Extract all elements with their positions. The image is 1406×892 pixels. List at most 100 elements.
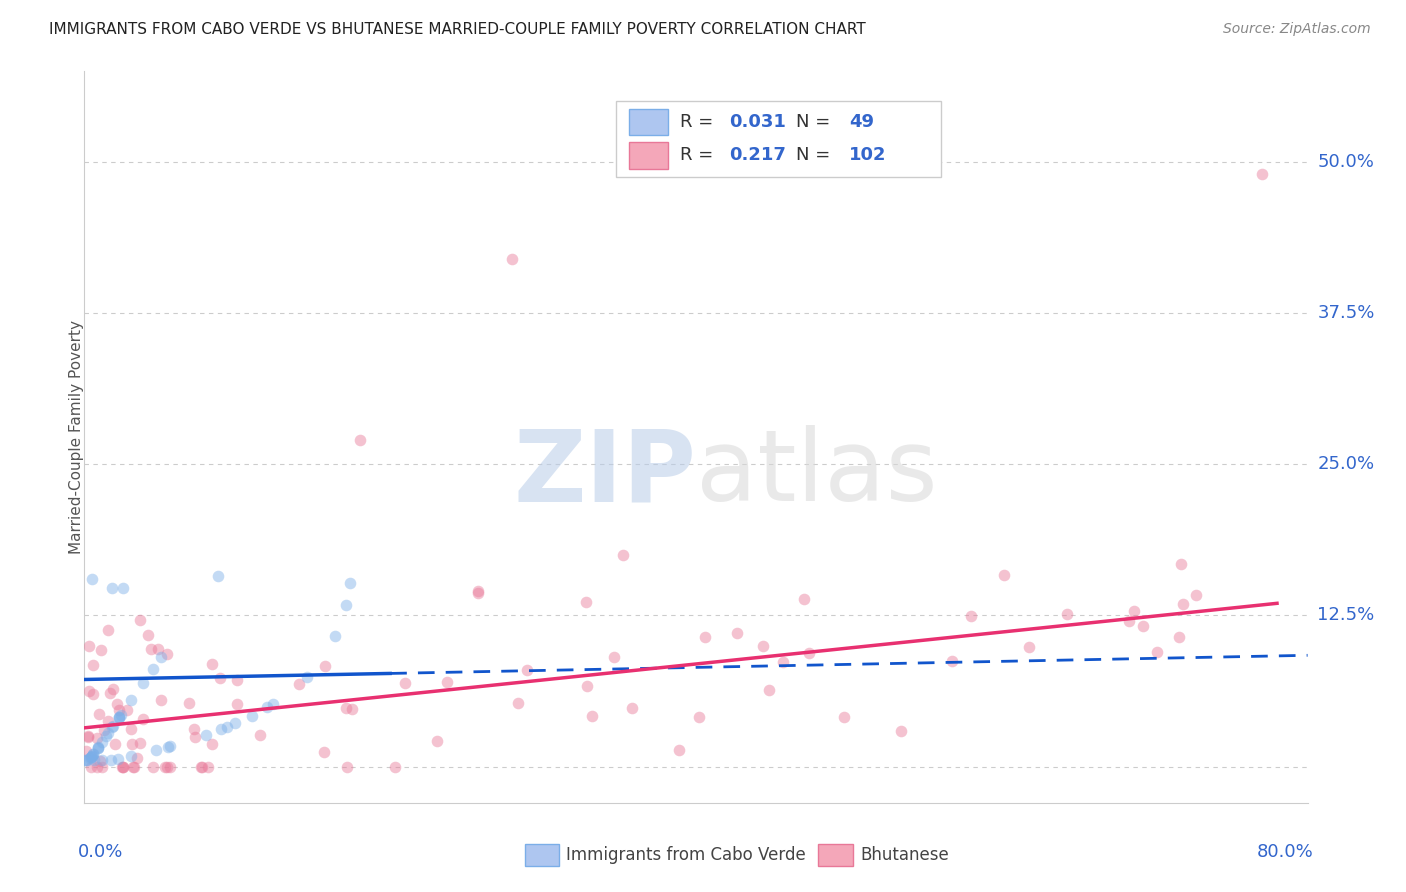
Point [94, 729, 117, 743]
FancyBboxPatch shape [524, 845, 560, 866]
Point [86, 740, 108, 755]
Point [226, 697, 249, 711]
Point [668, 743, 690, 757]
Point [217, 720, 239, 734]
Point [129, 613, 152, 627]
Point [194, 728, 217, 742]
Point [76, 754, 98, 768]
Point [82, 657, 104, 672]
Point [339, 576, 361, 591]
Point [612, 548, 634, 562]
Point [76, 730, 98, 744]
Point [120, 722, 142, 736]
Point [124, 759, 146, 773]
Point [394, 676, 416, 690]
Point [752, 639, 775, 653]
Point [108, 709, 131, 723]
Point [832, 710, 855, 724]
Point [121, 737, 143, 751]
Point [75, 754, 97, 768]
Point [108, 710, 131, 724]
Point [1250, 167, 1272, 181]
Point [90, 643, 112, 657]
Point [79, 759, 101, 773]
Point [177, 696, 200, 710]
Point [76, 729, 98, 743]
Point [75, 744, 97, 758]
Text: 80.0%: 80.0% [1257, 843, 1313, 861]
Point [1123, 604, 1146, 618]
Point [183, 731, 205, 745]
Point [688, 710, 710, 724]
Point [87, 706, 110, 721]
Point [86, 759, 108, 773]
Point [142, 759, 165, 773]
Point [335, 701, 357, 715]
Point [340, 701, 363, 715]
Text: Immigrants from Cabo Verde: Immigrants from Cabo Verde [567, 847, 806, 864]
Point [772, 655, 794, 669]
Y-axis label: Married-Couple Family Poverty: Married-Couple Family Poverty [69, 320, 83, 554]
FancyBboxPatch shape [628, 109, 668, 135]
Point [149, 693, 172, 707]
FancyBboxPatch shape [628, 143, 668, 169]
Point [201, 738, 224, 752]
Point [201, 657, 224, 672]
Point [91, 754, 114, 768]
Point [208, 671, 231, 685]
Point [148, 641, 170, 656]
Point [111, 581, 134, 595]
Point [1146, 645, 1168, 659]
Point [77, 683, 100, 698]
Text: N =: N = [796, 146, 837, 164]
Point [190, 759, 212, 773]
Point [128, 736, 150, 750]
Point [1056, 607, 1078, 621]
FancyBboxPatch shape [818, 845, 852, 866]
Point [80, 748, 103, 763]
Point [97, 726, 120, 740]
Point [1185, 588, 1208, 602]
Text: ZIP: ZIP [513, 425, 696, 522]
Point [502, 252, 524, 266]
Point [288, 677, 311, 691]
Point [799, 646, 821, 660]
Point [1168, 631, 1191, 645]
Point [98, 686, 121, 700]
Point [105, 697, 128, 711]
Text: IMMIGRANTS FROM CABO VERDE VS BHUTANESE MARRIED-COUPLE FAMILY POVERTY CORRELATIO: IMMIGRANTS FROM CABO VERDE VS BHUTANESE … [49, 22, 866, 37]
Point [97, 624, 120, 638]
Point [145, 743, 167, 757]
Point [314, 658, 336, 673]
Point [1171, 597, 1194, 611]
Point [79, 640, 101, 654]
Point [157, 739, 180, 754]
Point [115, 702, 138, 716]
Point [156, 647, 179, 661]
Point [256, 700, 278, 714]
Point [112, 759, 135, 773]
Point [100, 754, 122, 768]
Point [127, 750, 149, 764]
Point [131, 712, 153, 726]
Text: 49: 49 [849, 112, 875, 131]
Point [758, 682, 780, 697]
Point [941, 654, 963, 668]
Point [240, 708, 263, 723]
Point [120, 692, 142, 706]
Point [110, 708, 132, 723]
Point [107, 752, 129, 766]
Point [695, 630, 717, 644]
Text: Source: ZipAtlas.com: Source: ZipAtlas.com [1223, 22, 1371, 37]
Point [80, 572, 103, 586]
Point [90, 735, 112, 749]
Text: R =: R = [681, 112, 718, 131]
Point [183, 722, 205, 736]
Point [1118, 614, 1140, 628]
Text: 25.0%: 25.0% [1317, 455, 1375, 474]
Point [436, 674, 458, 689]
Point [120, 749, 142, 764]
Point [82, 687, 104, 701]
Point [467, 584, 489, 599]
Point [136, 627, 159, 641]
